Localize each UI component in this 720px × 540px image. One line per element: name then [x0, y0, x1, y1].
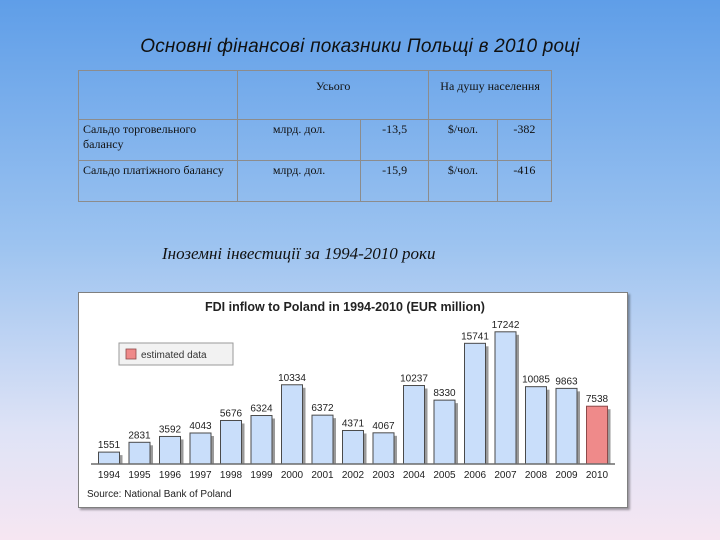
- chart-bars: 1551 2831 3592 4043 5676 6324 10334 6372 4371 406…: [98, 320, 611, 465]
- table-header-total: Усього: [236, 70, 430, 120]
- x-tick-label: 1998: [220, 470, 243, 481]
- x-axis-ticks: 1994 1995 1996 1997 1998 1999 2000 2001 2002 2003…: [98, 470, 609, 481]
- bar: [403, 385, 425, 465]
- bar-value-label: 15741: [461, 331, 489, 342]
- row-value-per-capita: -416: [496, 160, 553, 202]
- fdi-chart-svg: FDI inflow to Poland in 1994-2010 (EUR m…: [87, 300, 615, 500]
- bar-estimated: [586, 405, 608, 465]
- bar-value-label: 4371: [342, 418, 365, 429]
- chart-title: FDI inflow to Poland in 1994-2010 (EUR m…: [205, 300, 485, 314]
- x-tick-label: 2010: [586, 470, 609, 481]
- bar-value-label: 10237: [400, 374, 428, 385]
- bar: [433, 399, 456, 465]
- bar-value-label: 10085: [522, 375, 550, 386]
- x-tick-label: 1994: [98, 470, 121, 481]
- x-tick-label: 1999: [250, 470, 273, 481]
- row-unit-per-capita: $/чол.: [428, 119, 498, 161]
- table-header-empty: [78, 70, 238, 120]
- bar: [250, 415, 273, 465]
- bar-value-label: 3592: [159, 424, 182, 435]
- x-tick-label: 2000: [281, 470, 304, 481]
- bar-value-label: 10334: [278, 373, 306, 384]
- legend-label-estimated: estimated data: [141, 350, 207, 361]
- bar-value-label: 17242: [492, 320, 520, 331]
- bar: [159, 435, 181, 465]
- x-tick-label: 1996: [159, 470, 182, 481]
- table-header-per-capita: На душу населення: [428, 70, 552, 120]
- legend-box: [118, 342, 234, 366]
- fdi-section-subtitle: Іноземні інвестиції за 1994-2010 роки: [162, 244, 436, 263]
- table-row: Сальдо платіжного балансу млрд. дол. -15…: [78, 160, 553, 202]
- bar-value-label: 1551: [98, 440, 121, 451]
- bar-value-label: 4067: [372, 421, 395, 432]
- x-tick-label: 2005: [433, 470, 456, 481]
- row-label: Сальдо платіжного балансу: [78, 160, 238, 202]
- row-unit-per-capita: $/чол.: [428, 160, 498, 202]
- bar-value-label: 5676: [220, 408, 243, 419]
- x-tick-label: 2006: [464, 470, 487, 481]
- row-value-per-capita: -382: [496, 119, 553, 161]
- slide-title: Основні фінансові показники Польщі в 201…: [140, 36, 580, 57]
- bar: [525, 386, 547, 465]
- row-label: Сальдо торговельного балансу: [78, 119, 238, 161]
- bar-value-label: 2831: [128, 430, 151, 441]
- bar: [372, 432, 395, 465]
- fdi-chart: FDI inflow to Poland in 1994-2010 (EUR m…: [78, 292, 628, 508]
- table-header-row: Усього На душу населення: [78, 70, 552, 120]
- bar: [464, 342, 486, 465]
- bar: [220, 419, 242, 465]
- x-tick-label: 2003: [372, 470, 395, 481]
- x-tick-label: 2004: [403, 470, 426, 481]
- x-tick-label: 1997: [189, 470, 212, 481]
- x-tick-label: 2002: [342, 470, 365, 481]
- bar: [342, 429, 364, 465]
- x-tick-label: 1995: [128, 470, 151, 481]
- bar: [494, 331, 517, 465]
- financial-indicators-table: Усього На душу населення Сальдо торговел…: [78, 70, 553, 202]
- bar-value-label: 9863: [555, 376, 578, 387]
- chart-legend: estimated data: [118, 342, 234, 366]
- table-row: Сальдо торговельного балансу млрд. дол. …: [78, 119, 553, 161]
- bar: [311, 414, 334, 465]
- x-tick-label: 2001: [311, 470, 334, 481]
- x-tick-label: 2009: [555, 470, 578, 481]
- chart-source: Source: National Bank of Poland: [87, 489, 232, 500]
- bar: [189, 432, 212, 465]
- bar: [281, 384, 303, 465]
- x-tick-label: 2007: [494, 470, 517, 481]
- bar-value-label: 6372: [311, 403, 334, 414]
- bar: [98, 451, 120, 465]
- bar-value-label: 6324: [250, 404, 273, 415]
- bar: [128, 441, 151, 465]
- legend-swatch-estimated: [125, 348, 137, 360]
- row-unit-total: млрд. дол.: [236, 119, 362, 161]
- x-tick-label: 2008: [525, 470, 548, 481]
- bar-value-label: 8330: [433, 388, 456, 399]
- bar: [555, 387, 578, 465]
- row-unit-total: млрд. дол.: [236, 160, 362, 202]
- row-value-total: -15,9: [360, 160, 430, 202]
- bar-value-label: 4043: [189, 421, 212, 432]
- bar-value-label: 7538: [586, 394, 609, 405]
- row-value-total: -13,5: [360, 119, 430, 161]
